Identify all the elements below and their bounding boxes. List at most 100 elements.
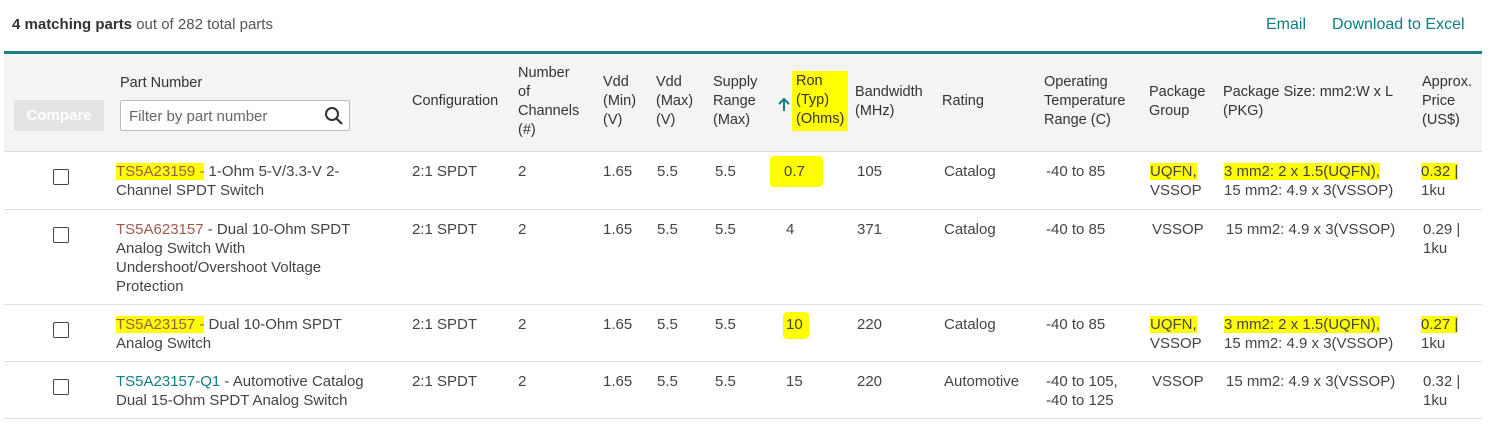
part-number-link[interactable]: TS5A623157	[116, 221, 204, 238]
part-description: Dual 10-Ohm SPDT	[204, 316, 342, 333]
operating-temp-value: -40 to 105, -40 to 125	[1046, 373, 1118, 409]
vdd-min-value: 1.65	[603, 163, 633, 180]
package-size-value: 15 mm2: 4.9 x 3(VSSOP)	[1226, 373, 1396, 390]
part-cell: TS5A23157-Q1 - Automotive Catalog Dual 1…	[116, 372, 406, 410]
download-excel-link[interactable]: Download to Excel	[1332, 16, 1465, 33]
supply-range-value: 5.5	[715, 163, 736, 180]
part-description: 1-Ohm 5-V/3.3-V 2-	[204, 163, 340, 180]
package-group-value: UQFN, VSSOP	[1150, 163, 1202, 199]
part-description: Dual 15-Ohm SPDT Analog Switch	[116, 392, 348, 409]
results-toolbar: 4 matching parts out of 282 total parts …	[0, 0, 1492, 52]
part-number-link[interactable]: TS5A23157 -	[116, 316, 205, 333]
package-group-value: UQFN, VSSOP	[1150, 316, 1202, 352]
vdd-min-value: 1.65	[603, 316, 633, 333]
table-row: TS5A23157-Q1 - Automotive Catalog Dual 1…	[4, 362, 1482, 419]
price-value: 0.32 | 1ku	[1421, 163, 1459, 199]
header-rating[interactable]: Rating	[942, 93, 984, 109]
bandwidth-value: 371	[857, 221, 883, 238]
part-cell: TS5A23157 - Dual 10-Ohm SPDT Analog Swit…	[116, 315, 406, 353]
supply-range-value: 5.5	[715, 373, 736, 390]
header-configuration[interactable]: Configuration	[412, 93, 499, 109]
configuration-value: 2:1 SPDT	[412, 221, 478, 238]
part-description: - Dual 10-Ohm SPDT	[203, 221, 351, 238]
operating-temp-value: -40 to 85	[1046, 163, 1106, 180]
header-bandwidth[interactable]: Bandwidth (MHz)	[855, 84, 923, 119]
ron-value: 15	[786, 373, 803, 390]
table-header: Compare Part Number Configuration Number…	[4, 54, 1482, 152]
compare-checkbox[interactable]	[53, 379, 69, 395]
package-size-value: 3 mm2: 2 x 1.5(UQFN), 15 mm2: 4.9 x 3(VSS…	[1224, 316, 1394, 352]
vdd-min-value: 1.65	[603, 373, 633, 390]
header-vdd-min[interactable]: Vdd (Min) (V)	[603, 74, 637, 128]
header-part-number[interactable]: Part Number	[120, 75, 203, 91]
compare-checkbox[interactable]	[53, 227, 69, 243]
header-package-size[interactable]: Package Size: mm2:W x L (PKG)	[1223, 84, 1394, 119]
rating-value: Catalog	[944, 316, 996, 333]
total-count: out of 282 total parts	[132, 16, 273, 33]
part-description: - Automotive Catalog	[220, 373, 364, 390]
price-value: 0.32 | 1ku	[1423, 373, 1461, 409]
email-link[interactable]: Email	[1266, 16, 1307, 33]
price-value: 0.29 | 1ku	[1423, 221, 1461, 257]
header-supply-range[interactable]: Supply Range (Max)	[713, 74, 758, 128]
header-price[interactable]: Approx. Price (US$)	[1422, 74, 1472, 128]
part-cell: TS5A23159 - 1-Ohm 5-V/3.3-V 2- Channel S…	[116, 162, 406, 200]
supply-range-value: 5.5	[715, 221, 736, 238]
header-ron[interactable]: Ron (Typ) (Ohms)	[792, 71, 849, 131]
part-number-filter-input[interactable]	[127, 105, 321, 127]
package-group-value: VSSOP	[1152, 221, 1204, 238]
compare-button[interactable]: Compare	[14, 100, 104, 131]
part-number-link[interactable]: TS5A23157-Q1	[116, 373, 221, 390]
channels-value: 2	[518, 163, 527, 180]
match-count: 4 matching parts	[12, 16, 133, 33]
vdd-min-value: 1.65	[603, 221, 633, 238]
package-size-value: 15 mm2: 4.9 x 3(VSSOP)	[1226, 221, 1396, 238]
vdd-max-value: 5.5	[657, 373, 678, 390]
header-vdd-max[interactable]: Vdd (Max) (V)	[656, 74, 694, 128]
table-row: TS5A23159 - 1-Ohm 5-V/3.3-V 2- Channel S…	[4, 152, 1482, 210]
compare-checkbox[interactable]	[53, 169, 69, 185]
compare-checkbox[interactable]	[53, 322, 69, 338]
vdd-max-value: 5.5	[657, 163, 678, 180]
ron-value: 4	[786, 221, 795, 238]
part-number-link[interactable]: TS5A23159 -	[116, 163, 205, 180]
package-size-value: 3 mm2: 2 x 1.5(UQFN), 15 mm2: 4.9 x 3(VSS…	[1224, 163, 1394, 199]
bandwidth-value: 220	[857, 316, 883, 333]
configuration-value: 2:1 SPDT	[412, 373, 478, 390]
bandwidth-value: 220	[857, 373, 883, 390]
rating-value: Automotive	[944, 373, 1020, 390]
supply-range-value: 5.5	[715, 316, 736, 333]
part-description: Analog Switch With	[116, 240, 246, 257]
ron-header-highlight: Ron (Typ) (Ohms)	[792, 71, 849, 131]
configuration-value: 2:1 SPDT	[412, 316, 478, 333]
results-summary: 4 matching parts out of 282 total parts	[12, 16, 273, 33]
operating-temp-value: -40 to 85	[1046, 316, 1106, 333]
package-group-value: VSSOP	[1152, 373, 1204, 390]
sort-ascending-icon[interactable]	[777, 96, 791, 112]
part-description: Protection	[116, 278, 184, 295]
header-package-group[interactable]: Package Group	[1149, 84, 1206, 119]
header-divider	[4, 51, 1482, 54]
rating-value: Catalog	[944, 163, 996, 180]
vdd-max-value: 5.5	[657, 221, 678, 238]
price-value: 0.27 | 1ku	[1421, 316, 1459, 352]
ron-value: 10	[783, 312, 809, 339]
search-icon[interactable]	[324, 106, 344, 126]
header-channels[interactable]: Number of Channels (#)	[518, 65, 580, 138]
configuration-value: 2:1 SPDT	[412, 163, 478, 180]
channels-value: 2	[518, 221, 527, 238]
header-operating-temp[interactable]: Operating Temperature Range (C)	[1044, 74, 1126, 128]
vdd-max-value: 5.5	[657, 316, 678, 333]
table-row: TS5A623157 - Dual 10-Ohm SPDT Analog Swi…	[4, 210, 1482, 305]
part-description: Analog Switch	[116, 335, 212, 352]
part-description: Channel SPDT Switch	[116, 182, 265, 199]
channels-value: 2	[518, 316, 527, 333]
rating-value: Catalog	[944, 221, 996, 238]
part-description: Undershoot/Overshoot Voltage	[116, 259, 322, 276]
table-row: TS5A23157 - Dual 10-Ohm SPDT Analog Swit…	[4, 305, 1482, 362]
part-number-filter	[120, 100, 350, 131]
operating-temp-value: -40 to 85	[1046, 221, 1106, 238]
channels-value: 2	[518, 373, 527, 390]
bandwidth-value: 105	[857, 163, 883, 180]
part-cell: TS5A623157 - Dual 10-Ohm SPDT Analog Swi…	[116, 220, 406, 296]
